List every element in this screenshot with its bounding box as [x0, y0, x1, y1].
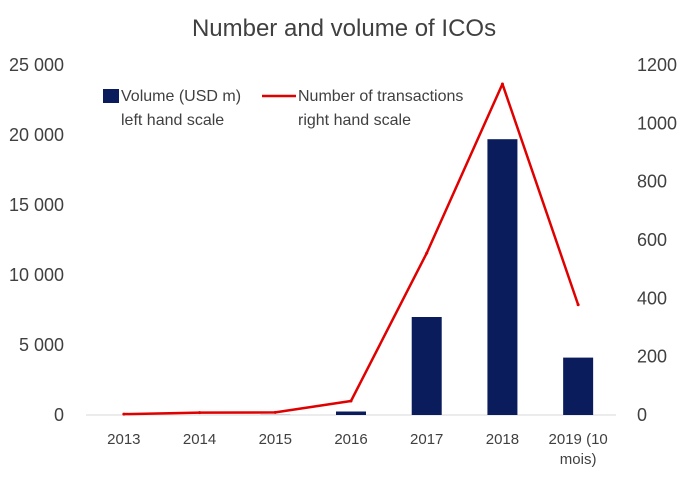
y-left-tick-label: 20 000 [9, 125, 64, 145]
volume-bars [260, 139, 594, 415]
transactions-point [500, 82, 504, 86]
transactions-point [425, 251, 429, 255]
transactions-point [576, 303, 580, 307]
legend-label-transactions: Number of transactions [298, 88, 463, 105]
y-left-tick-label: 5 000 [19, 335, 64, 355]
transactions-point [273, 410, 277, 414]
legend-label-volume: Volume (USD m) [121, 88, 241, 105]
x-tick-label: 2017 [410, 431, 443, 448]
legend-swatch-volume [103, 89, 119, 103]
x-tick-label: 2016 [334, 431, 367, 448]
x-tick-label: 2018 [486, 431, 519, 448]
y-left-tick-label: 10 000 [9, 265, 64, 285]
x-tick-label: 2015 [259, 431, 292, 448]
chart-title: Number and volume of ICOs [192, 15, 496, 42]
y-right-tick-label: 800 [637, 172, 667, 192]
transactions-point [122, 412, 126, 416]
legend-label-transactions-scale: right hand scale [298, 112, 411, 129]
volume-bar [563, 357, 594, 415]
x-tick-label: 2014 [183, 431, 216, 448]
axes: 0 5 000 10 000 15 000 20 000 25 000 0 200 400 600… [9, 55, 677, 468]
y-right-tick-label: 0 [637, 405, 647, 425]
y-right-tick-label: 1200 [637, 55, 677, 75]
x-tick-label: 2013 [107, 431, 140, 448]
volume-bar [411, 317, 442, 415]
legend-label-volume-scale: left hand scale [121, 112, 224, 129]
legend: Volume (USD m) left hand scale Number of… [103, 88, 463, 129]
volume-bar [336, 411, 366, 415]
transactions-point [349, 399, 353, 403]
y-right-tick-label: 600 [637, 230, 667, 250]
y-right-tick-label: 400 [637, 288, 667, 308]
transactions-line-group [122, 82, 580, 416]
y-left-tick-label: 0 [54, 405, 64, 425]
y-left-tick-label: 15 000 [9, 195, 64, 215]
y-right-tick-label: 1000 [637, 113, 677, 133]
y-left-tick-label: 25 000 [9, 55, 64, 75]
x-tick-label: 2019 (10 mois) [549, 431, 608, 468]
transactions-point [198, 411, 202, 415]
y-right-tick-label: 200 [637, 347, 667, 367]
volume-bar [487, 139, 518, 415]
